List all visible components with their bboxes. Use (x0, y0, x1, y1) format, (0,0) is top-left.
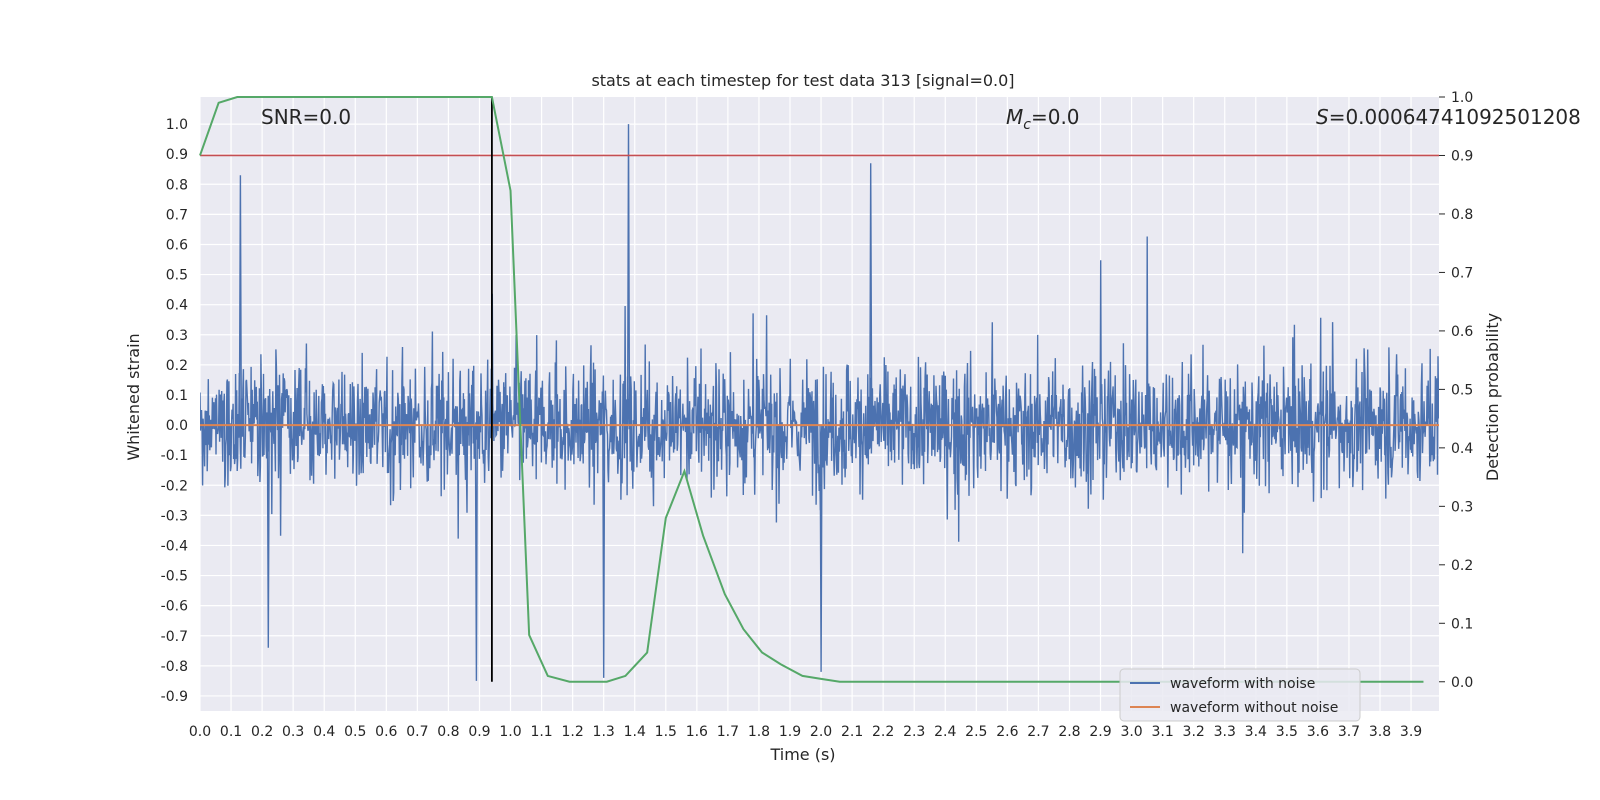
y-left-tick-label: -0.4 (161, 538, 188, 554)
x-tick-label: 0.2 (251, 724, 273, 740)
annotation-snr: SNR=0.0 (261, 105, 351, 129)
y-right-tick-label: 1.0 (1451, 90, 1473, 106)
y-right-tick-label: 0.4 (1451, 441, 1473, 457)
legend-label: waveform with noise (1170, 676, 1315, 692)
x-tick-label: 0.3 (282, 724, 304, 740)
x-tick-label: 2.5 (965, 724, 987, 740)
x-tick-label: 1.0 (499, 724, 521, 740)
x-tick-label: 1.7 (717, 724, 739, 740)
x-tick-label: 1.4 (624, 724, 646, 740)
x-tick-label: 1.5 (655, 724, 677, 740)
x-tick-label: 3.4 (1245, 724, 1267, 740)
y-left-tick-label: -0.2 (161, 478, 188, 494)
x-tick-label: 3.2 (1183, 724, 1205, 740)
x-axis-ticks: 0.0 0.1 0.2 0.3 0.4 0.5 0.6 0.7 0.8 0.9 1.0 1.1 1.2 1… (189, 724, 1422, 740)
y-right-tick-label: 0.5 (1451, 382, 1473, 398)
x-tick-label: 2.2 (872, 724, 894, 740)
x-tick-label: 3.7 (1338, 724, 1360, 740)
probability-line (199, 96, 1424, 683)
x-tick-label: 3.9 (1400, 724, 1422, 740)
y-left-tick-label: 0.4 (166, 298, 188, 314)
x-tick-label: 2.6 (996, 724, 1018, 740)
y-left-tick-label: 0.3 (166, 328, 188, 344)
x-tick-label: 0.8 (437, 724, 459, 740)
annotation-chirp-mass: Mc=0.0 (1006, 105, 1080, 133)
y-right-tick-label: 0.7 (1451, 265, 1473, 281)
x-tick-label: 0.5 (344, 724, 366, 740)
y-axis-right-label: Detection probability (1483, 313, 1502, 481)
x-tick-label: 1.6 (686, 724, 708, 740)
y-right-tick-label: 0.2 (1451, 558, 1473, 574)
y-left-tick-label: 0.9 (166, 147, 188, 163)
y-left-tick-label: -0.7 (161, 629, 188, 645)
y-left-tick-label: -0.8 (161, 659, 188, 675)
series-waveform-with-noise (200, 124, 1439, 681)
y-left-tick-label: 1.0 (166, 117, 188, 133)
y-left-tick-label: -0.6 (161, 599, 188, 615)
legend: waveform with noise waveform without nois… (1119, 668, 1361, 722)
y-left-tick-label: -0.1 (161, 448, 188, 464)
series-detection-probability (199, 96, 1424, 683)
x-tick-label: 1.2 (561, 724, 583, 740)
x-tick-label: 2.3 (903, 724, 925, 740)
legend-box (1119, 668, 1361, 722)
y-left-tick-label: 0.7 (166, 207, 188, 223)
y-left-tick-label: 0.1 (166, 388, 188, 404)
x-tick-label: 2.0 (810, 724, 832, 740)
x-tick-label: 3.3 (1214, 724, 1236, 740)
x-tick-label: 0.6 (375, 724, 397, 740)
y-left-tick-label: -0.3 (161, 508, 188, 524)
plot-background (200, 97, 1439, 711)
y-axis-left-label: Whitened strain (124, 333, 143, 460)
x-tick-label: 0.0 (189, 724, 211, 740)
y-left-tick-label: -0.5 (161, 569, 188, 585)
y-right-tick-label: 0.6 (1451, 324, 1473, 340)
y-right-tick-label: 0.9 (1451, 148, 1473, 164)
grid (199, 97, 1439, 711)
x-tick-label: 2.7 (1027, 724, 1049, 740)
x-axis-label: Time (s) (769, 745, 835, 764)
y-right-tick-label: 0.1 (1451, 616, 1473, 632)
y-axis-right-ticks: 1.0 0.9 0.8 0.7 0.6 0.5 0.4 0.3 0.2 0.1 0.0 (1439, 90, 1473, 691)
x-tick-label: 0.7 (406, 724, 428, 740)
y-left-tick-label: -0.9 (161, 689, 188, 705)
y-right-tick-label: 0.8 (1451, 207, 1473, 223)
x-tick-label: 2.4 (934, 724, 956, 740)
y-right-tick-label: 0.3 (1451, 499, 1473, 515)
y-left-tick-label: 0.6 (166, 237, 188, 253)
x-tick-label: 1.8 (748, 724, 770, 740)
x-tick-label: 3.6 (1307, 724, 1329, 740)
y-left-tick-label: 0.0 (166, 418, 188, 434)
x-tick-label: 2.8 (1058, 724, 1080, 740)
reference-lines (200, 97, 1439, 682)
x-tick-label: 2.1 (841, 724, 863, 740)
x-tick-label: 3.5 (1276, 724, 1298, 740)
chart-title: stats at each timestep for test data 313… (591, 71, 1014, 90)
x-tick-label: 0.4 (313, 724, 335, 740)
x-tick-label: 1.1 (530, 724, 552, 740)
x-tick-label: 0.9 (468, 724, 490, 740)
x-tick-label: 3.1 (1151, 724, 1173, 740)
x-tick-label: 0.1 (220, 724, 242, 740)
x-tick-label: 3.8 (1369, 724, 1391, 740)
legend-label: waveform without noise (1170, 700, 1338, 716)
y-left-tick-label: 0.8 (166, 177, 188, 193)
x-tick-label: 3.0 (1120, 724, 1142, 740)
noise-line (200, 124, 1439, 681)
y-left-tick-label: 0.5 (166, 268, 188, 284)
x-tick-label: 1.3 (593, 724, 615, 740)
x-tick-label: 2.9 (1089, 724, 1111, 740)
annotation-s: S=0.00064741092501208 (1316, 105, 1581, 129)
y-right-tick-label: 0.0 (1451, 675, 1473, 691)
y-left-tick-label: 0.2 (166, 358, 188, 374)
x-tick-label: 1.9 (779, 724, 801, 740)
y-axis-left-ticks: 1.0 0.9 0.8 0.7 0.6 0.5 0.4 0.3 0.2 0.1 0.0 -0.1 -0.… (161, 117, 188, 705)
